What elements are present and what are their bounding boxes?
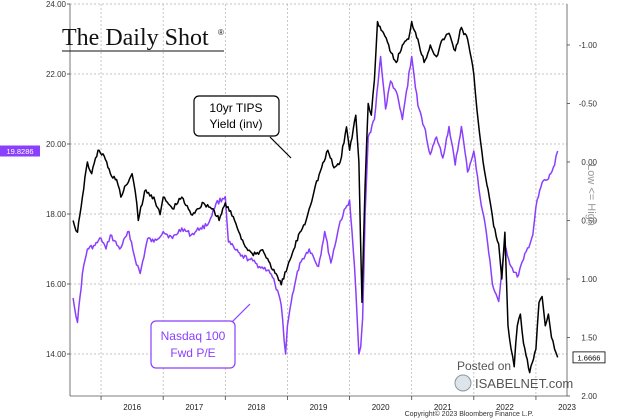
right-tick-label-0: -1.00 — [579, 41, 598, 50]
nasdaq-pe-line — [73, 57, 558, 355]
x-tick-label-2018: 2018 — [247, 403, 265, 412]
end-labels: 19.8286 1.6666 — [0, 146, 605, 363]
left-tick-label-0: 14.00 — [46, 350, 67, 359]
right-tick-label-6: 2.00 — [581, 392, 597, 401]
right-tick-label-4: 1.00 — [581, 275, 597, 284]
grid-lines — [70, 4, 567, 396]
logo-text: The Daily Shot — [62, 25, 209, 51]
left-axis: 14.00 16.00 18.00 20.00 22.00 24.00 — [46, 0, 70, 359]
x-tick-label-2020: 2020 — [372, 403, 390, 412]
right-axis-label: Low <= High — [585, 164, 597, 226]
daily-shot-logo: The Daily Shot ® — [62, 25, 224, 51]
nasdaq-end-label: 19.8286 — [6, 147, 33, 156]
watermark-site: ISABELNET.com — [475, 376, 573, 391]
tips-annotation-line1: 10yr TIPS — [209, 101, 262, 115]
nasdaq-annotation: Nasdaq 100 Fwd P/E — [151, 304, 250, 368]
right-tick-label-5: 1.50 — [581, 333, 597, 342]
globe-icon — [455, 375, 471, 391]
tips-end-label: 1.6666 — [578, 353, 601, 362]
plot-frame — [70, 4, 567, 396]
left-tick-label-1: 16.00 — [46, 280, 67, 289]
left-tick-label-2: 18.00 — [46, 210, 67, 219]
right-tick-label-1: -0.50 — [579, 99, 598, 108]
left-tick-label-5: 24.00 — [46, 0, 67, 9]
tips-annotation-line2: Yield (inv) — [210, 117, 263, 131]
registered-mark: ® — [218, 28, 224, 37]
tips-annotation: 10yr TIPS Yield (inv) — [194, 96, 291, 158]
x-tick-label-2016: 2016 — [123, 403, 141, 412]
tips-annotation-pointer — [270, 137, 291, 158]
x-axis: 2016 2017 2018 2019 2020 2021 2022 2023 — [101, 396, 576, 412]
left-tick-label-4: 22.00 — [46, 70, 67, 79]
x-tick-label-2023: 2023 — [558, 403, 576, 412]
nasdaq-annotation-line1: Nasdaq 100 — [161, 329, 226, 343]
left-tick-label-3: 20.00 — [46, 140, 67, 149]
x-tick-label-2019: 2019 — [310, 403, 328, 412]
nasdaq-annotation-pointer — [232, 304, 250, 322]
copyright-text: Copyright© 2023 Bloomberg Finance L.P. — [405, 410, 534, 418]
x-tick-label-2017: 2017 — [185, 403, 203, 412]
watermark-posted: Posted on — [457, 359, 511, 373]
nasdaq-annotation-line2: Fwd P/E — [170, 346, 215, 360]
